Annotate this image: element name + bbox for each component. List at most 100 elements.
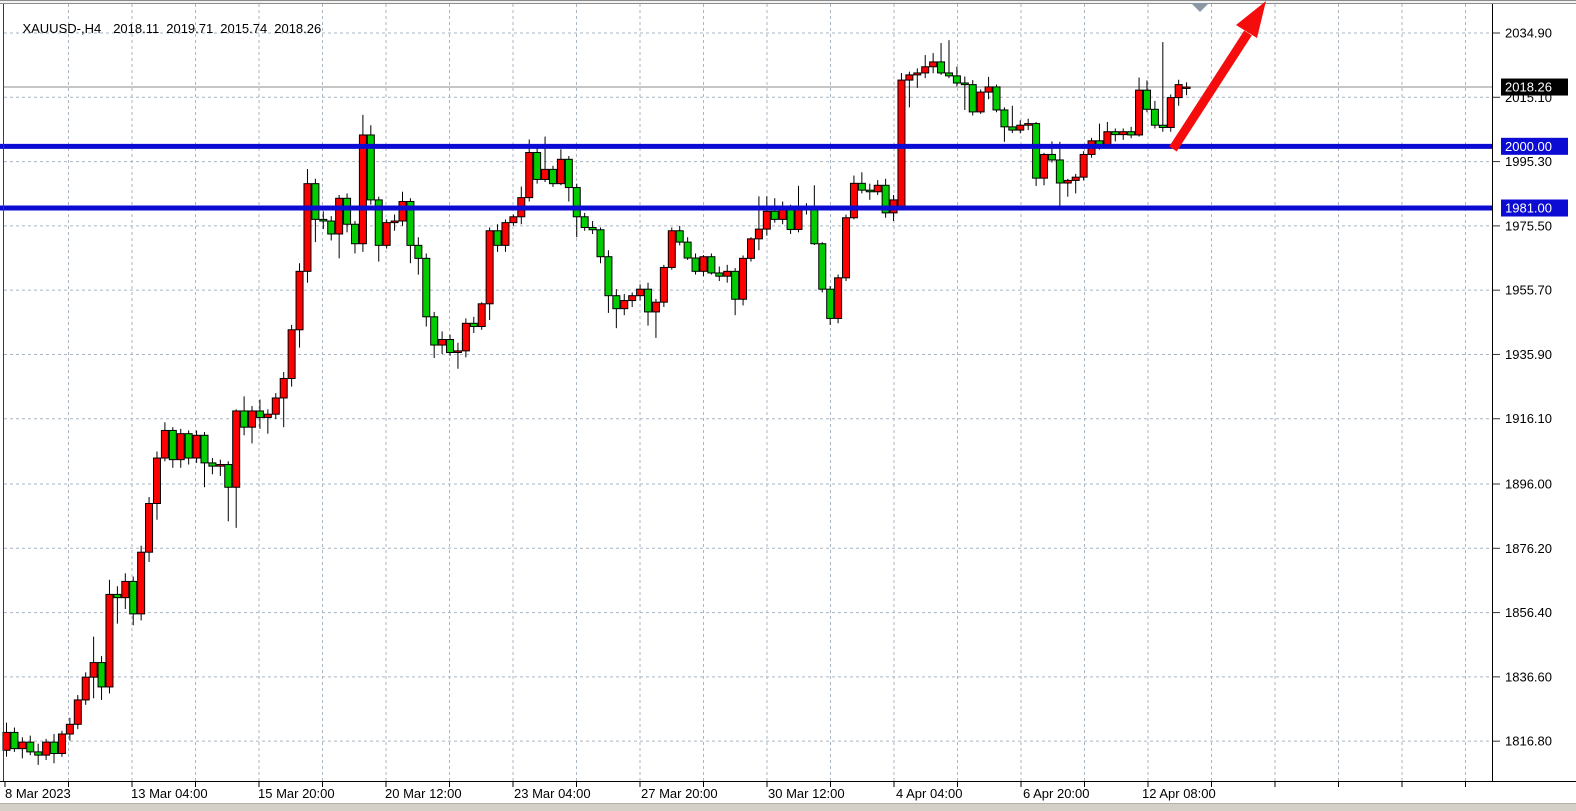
- candle-body: [121, 580, 130, 599]
- candle-body: [50, 741, 59, 755]
- candle-body: [604, 256, 613, 297]
- candle-body: [952, 75, 961, 84]
- candle-body: [707, 256, 716, 274]
- candle-body: [1016, 124, 1025, 131]
- trend-arrow-head-icon[interactable]: [1236, 1, 1266, 38]
- ohlc-high: 2019.71: [166, 21, 214, 36]
- candle-body: [224, 464, 233, 488]
- candle-body: [430, 316, 439, 346]
- candle-body: [857, 182, 866, 191]
- time-axis-label: 23 Mar 04:00: [514, 786, 591, 801]
- window-bottom-edge: [0, 803, 1576, 804]
- window-frame-top-outer: [0, 0, 1576, 1]
- chart-title: XAUUSD-,H4 2018.11 2019.71 2015.74 2018.26: [8, 6, 328, 51]
- candle-body: [1055, 159, 1064, 184]
- candle-body: [1174, 84, 1183, 99]
- price-axis-label: 1975.50: [1505, 218, 1552, 233]
- candle-body: [366, 134, 375, 201]
- candle-body: [699, 256, 708, 272]
- candle-body: [509, 216, 518, 224]
- candle-body: [501, 222, 510, 246]
- candle-body: [446, 339, 455, 354]
- candle-body: [929, 61, 938, 68]
- candle-body: [992, 86, 1001, 111]
- candle-body: [319, 218, 328, 222]
- candle-body: [588, 226, 597, 231]
- candle-body: [1024, 123, 1033, 126]
- candle-body: [493, 230, 502, 246]
- candle-body: [533, 151, 542, 180]
- time-axis-label: 15 Mar 20:00: [258, 786, 335, 801]
- candle-body: [422, 257, 431, 318]
- ohlc-close: 2018.26: [274, 21, 322, 36]
- candle-body: [438, 339, 447, 346]
- candle-body: [97, 662, 106, 688]
- candle-body: [596, 229, 605, 258]
- candle-body: [746, 238, 755, 259]
- time-axis-label: 30 Mar 12:00: [768, 786, 845, 801]
- candle-body: [754, 228, 763, 240]
- candle-body: [374, 199, 383, 246]
- candle-body: [414, 244, 423, 259]
- candle-body: [1040, 153, 1049, 179]
- candle-body: [960, 82, 969, 86]
- candle-body: [683, 241, 692, 259]
- price-badge-label: 1981.00: [1505, 201, 1552, 216]
- candle-body: [628, 295, 637, 302]
- candle-body: [770, 210, 779, 220]
- candle-body: [2, 731, 11, 751]
- candle-body: [113, 593, 122, 599]
- candle-body: [358, 134, 367, 245]
- window-bottom-strip: [0, 804, 1576, 811]
- candle-body: [382, 222, 391, 246]
- time-axis-label: 27 Mar 20:00: [641, 786, 718, 801]
- candle-body: [263, 413, 272, 418]
- candle-body: [152, 457, 161, 504]
- price-axis-label: 2034.90: [1505, 26, 1552, 41]
- candle-body: [1047, 153, 1056, 161]
- candle-body: [739, 257, 748, 300]
- candle-body: [1182, 86, 1191, 89]
- candle-body: [406, 201, 415, 246]
- candle-body: [398, 201, 407, 222]
- candle-body: [461, 322, 470, 352]
- candle-body: [145, 502, 154, 553]
- price-axis-label: 1995.30: [1505, 154, 1552, 169]
- candle-body: [208, 462, 217, 467]
- candle-body: [723, 270, 732, 277]
- candle-body: [1158, 124, 1167, 128]
- candle-body: [810, 209, 819, 245]
- price-axis-label: 1816.80: [1505, 734, 1552, 749]
- candle-body: [984, 86, 993, 93]
- candle-body: [636, 288, 645, 297]
- candle-body: [295, 270, 304, 331]
- candle-body: [921, 66, 930, 74]
- candle-body: [200, 434, 209, 464]
- candle-body: [976, 91, 985, 113]
- candle-body: [343, 197, 352, 225]
- candle-body: [818, 243, 827, 290]
- candle-body: [905, 74, 914, 81]
- candle-body: [849, 182, 858, 219]
- candle-body: [564, 158, 573, 189]
- candle-body: [826, 288, 835, 319]
- candle-body: [675, 230, 684, 243]
- candle-body: [1150, 108, 1159, 126]
- price-axis-label: 1935.90: [1505, 347, 1552, 362]
- candle-body: [1142, 89, 1151, 110]
- candle-body: [34, 751, 43, 756]
- candle-body: [57, 733, 66, 755]
- candle-body: [651, 301, 660, 313]
- candle-body: [762, 210, 771, 230]
- trend-arrow-shaft[interactable]: [1169, 30, 1252, 152]
- candle-body: [255, 410, 264, 418]
- candle-body: [303, 183, 312, 272]
- candle-body: [216, 464, 225, 467]
- price-badge-label: 2018.26: [1505, 80, 1552, 95]
- candle-body: [913, 72, 922, 76]
- candle-body: [1111, 131, 1120, 136]
- candle-body: [834, 277, 843, 319]
- candle-body: [137, 551, 146, 615]
- candle-body: [248, 410, 257, 428]
